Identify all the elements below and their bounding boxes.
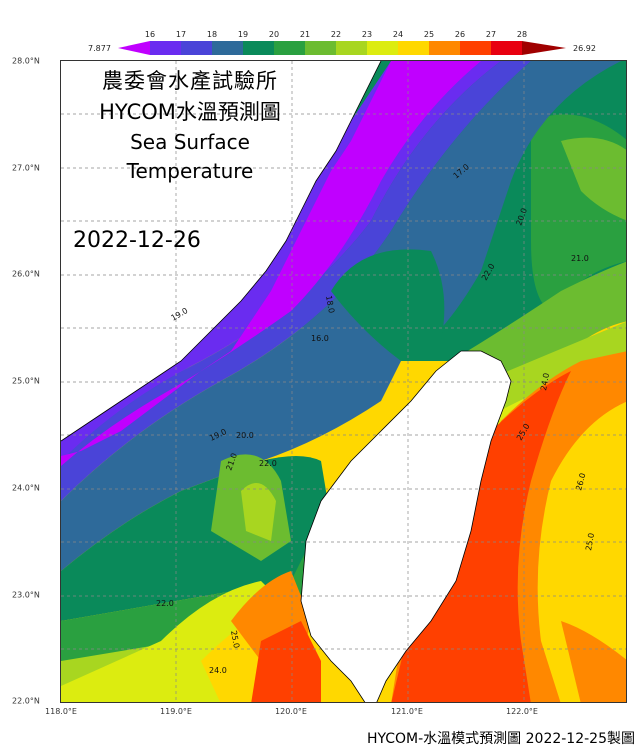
svg-text:18.0: 18.0 (324, 295, 336, 314)
svg-text:24.0: 24.0 (209, 666, 227, 675)
colorbar-tick: 25 (423, 30, 435, 39)
colorbar-tick: 28 (516, 30, 528, 39)
lat-label: 22.0°N (12, 696, 40, 706)
lon-label: 118.0°E (45, 707, 77, 716)
lon-label: 121.0°E (391, 707, 423, 716)
colorbar-tick: 18 (206, 30, 218, 39)
lat-label: 24.0°N (12, 483, 40, 493)
svg-text:24.0: 24.0 (539, 372, 551, 391)
colorbar-tick: 20 (268, 30, 280, 39)
lat-label: 27.0°N (12, 163, 40, 173)
lon-label: 119.0°E (160, 707, 192, 716)
colorbar-tick: 21 (299, 30, 311, 39)
lat-label: 26.0°N (12, 269, 40, 279)
svg-text:26.0: 26.0 (574, 472, 587, 492)
colorbar: 7.877 26.92 16 17 18 19 20 21 22 23 24 2… (0, 0, 643, 60)
colorbar-tick: 26 (454, 30, 466, 39)
svg-text:16.0: 16.0 (311, 334, 329, 343)
colorbar-min-label: 7.877 (88, 44, 111, 53)
svg-text:25.0: 25.0 (584, 532, 596, 551)
map-title: 農委會水產試驗所 HYCOM水溫預測圖 Sea Surface Temperat… (60, 66, 320, 186)
colorbar-graphic (118, 41, 566, 55)
colorbar-tick: 16 (144, 30, 156, 39)
colorbar-max-label: 26.92 (573, 44, 596, 53)
title-sst-en-1: Sea Surface (130, 130, 250, 154)
lat-label: 28.0°N (12, 56, 40, 66)
sst-contour-map: 17.0 19.0 18.0 16.0 19.0 20.0 22.0 21.0 … (61, 61, 626, 702)
lat-label: 23.0°N (12, 590, 40, 600)
svg-text:25.0: 25.0 (229, 630, 241, 649)
svg-text:22.0: 22.0 (259, 459, 277, 468)
colorbar-tick: 17 (175, 30, 187, 39)
title-product: HYCOM水溫預測圖 (99, 100, 281, 124)
forecast-date: 2022-12-26 (73, 228, 201, 253)
lon-label: 122.0°E (506, 707, 538, 716)
lon-label: 120.0°E (275, 707, 307, 716)
title-agency: 農委會水產試驗所 (102, 69, 278, 93)
title-sst-en-2: Temperature (126, 159, 254, 183)
svg-text:20.0: 20.0 (236, 431, 254, 440)
colorbar-tick: 23 (361, 30, 373, 39)
sst-map: 17.0 19.0 18.0 16.0 19.0 20.0 22.0 21.0 … (60, 60, 627, 703)
colorbar-tick: 27 (485, 30, 497, 39)
colorbar-tick: 19 (237, 30, 249, 39)
footer-caption: HYCOM-水溫模式預測圖 2022-12-25製圖 (366, 731, 635, 747)
colorbar-tick: 24 (392, 30, 404, 39)
svg-text:21.0: 21.0 (571, 254, 589, 263)
colorbar-tick: 22 (330, 30, 342, 39)
lat-label: 25.0°N (12, 376, 40, 386)
svg-text:22.0: 22.0 (156, 599, 174, 608)
